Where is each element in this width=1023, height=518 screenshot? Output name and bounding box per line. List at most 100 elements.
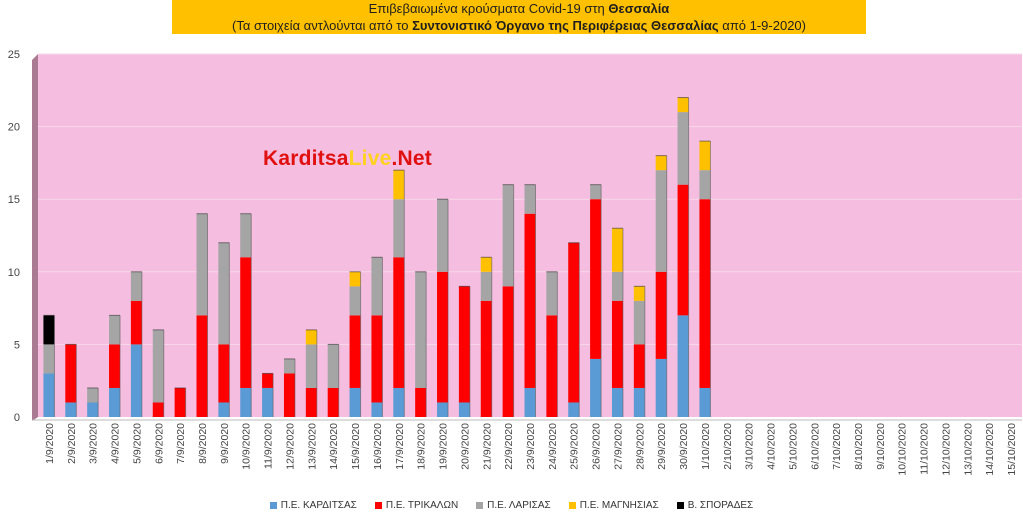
bar-segment <box>502 286 514 417</box>
bar-segment <box>65 402 77 417</box>
legend-label: Π.Ε. ΛΑΡΙΣΑΣ <box>487 499 551 511</box>
title-line-1-bold: Θεσσαλία <box>608 1 670 16</box>
bar-segment <box>699 387 711 417</box>
bar-segment <box>546 315 558 417</box>
y-tick-label: 25 <box>8 49 20 61</box>
bar-segment <box>524 213 536 388</box>
bar-segment <box>480 300 492 417</box>
watermark-part-2: Live <box>348 147 392 170</box>
bar-segment <box>240 387 252 417</box>
bar-segment <box>43 344 55 374</box>
bar-segment <box>415 387 427 417</box>
bar-segment <box>437 402 449 417</box>
x-tick-label: 7/9/2020 <box>175 423 187 464</box>
bar-segment <box>546 271 558 316</box>
x-tick-label: 6/10/2020 <box>809 423 821 470</box>
bar-segment <box>655 358 667 417</box>
bar-segment <box>218 242 230 345</box>
x-tick-label: 13/9/2020 <box>306 423 318 470</box>
x-tick-label: 4/9/2020 <box>110 423 122 464</box>
y-tick-label: 15 <box>8 194 20 206</box>
bar-segment <box>655 170 667 272</box>
bar-segment <box>677 97 689 113</box>
x-tick-label: 15/9/2020 <box>350 423 362 470</box>
bar-segment <box>458 402 470 417</box>
x-tick-label: 2/10/2020 <box>722 423 734 470</box>
title-line-1: Επιβεβαιωμένα κρούσματα Covid-19 στη Θεσ… <box>172 0 866 17</box>
bar-segment <box>87 387 99 403</box>
bar-segment <box>677 112 689 185</box>
bar-segment <box>152 402 164 417</box>
bar-segment <box>349 286 361 316</box>
title-line-2-suffix: από 1-9-2020) <box>718 18 806 33</box>
bar-segment <box>152 329 164 403</box>
x-tick-label: 1/10/2020 <box>700 423 712 470</box>
bar-segment <box>699 199 711 388</box>
x-tick-label: 8/10/2020 <box>853 423 865 470</box>
bars <box>43 97 711 417</box>
bar-segment <box>371 257 383 316</box>
bar-segment <box>437 271 449 403</box>
bar-segment <box>633 300 645 345</box>
y-tick-label: 10 <box>8 267 20 279</box>
y-tick-label: 0 <box>14 412 20 424</box>
x-tick-label: 22/9/2020 <box>503 423 515 470</box>
bar-segment <box>262 373 274 388</box>
legend-label: Π.Ε. ΜΑΓΝΗΣΙΑΣ <box>579 499 659 511</box>
x-tick-label: 11/9/2020 <box>263 423 275 469</box>
legend-item: Π.Ε. ΜΑΓΝΗΣΙΑΣ <box>568 497 659 513</box>
x-tick-label: 9/10/2020 <box>875 423 887 470</box>
legend: Π.Ε. ΚΑΡΔΙΤΣΑΣ Π.Ε. ΤΡΙΚΑΛΩΝ Π.Ε. ΛΑΡΙΣΑΣ Π… <box>0 497 1023 513</box>
x-tick-label: 18/9/2020 <box>416 423 428 470</box>
y-tick-label: 20 <box>8 122 20 134</box>
y-axis: 0 5 10 15 20 25 <box>8 49 20 424</box>
bar-segment <box>393 387 405 417</box>
x-tick-label: 20/9/2020 <box>459 423 471 470</box>
watermark-logo: KarditsaLive.Net <box>263 147 432 171</box>
x-tick-label: 28/9/2020 <box>634 423 646 470</box>
legend-item: Π.Ε. ΤΡΙΚΑΛΩΝ <box>374 497 458 513</box>
bar-segment <box>65 344 77 403</box>
x-tick-label: 3/10/2020 <box>744 423 756 470</box>
legend-swatch <box>269 501 277 509</box>
bar-segment <box>633 344 645 388</box>
bar-segment <box>130 300 142 345</box>
bar-segment <box>283 373 295 417</box>
bar-segment <box>283 358 295 374</box>
bar-segment <box>458 286 470 403</box>
bar-segment <box>130 271 142 301</box>
legend-item: Π.Ε. ΚΑΡΔΙΤΣΑΣ <box>269 497 357 513</box>
watermark-part-1: Karditsa <box>263 147 349 170</box>
watermark-part-3: .Net <box>391 147 432 170</box>
x-tick-label: 5/10/2020 <box>787 423 799 470</box>
bar-segment <box>371 315 383 403</box>
x-tick-label: 17/9/2020 <box>394 423 406 470</box>
x-tick-label: 10/10/2020 <box>897 423 909 476</box>
bar-segment <box>590 358 602 417</box>
bar-segment <box>393 170 405 200</box>
legend-label: Π.Ε. ΚΑΡΔΙΤΣΑΣ <box>280 499 357 511</box>
bar-segment <box>590 184 602 200</box>
bar-segment <box>611 228 623 272</box>
bar-segment <box>699 141 711 171</box>
bar-segment <box>305 329 317 345</box>
title-line-2-text: (Τα στοιχεία αντλούνται από το <box>232 18 413 33</box>
bar-segment <box>480 257 492 272</box>
x-tick-label: 5/9/2020 <box>131 423 143 464</box>
x-tick-label: 14/9/2020 <box>328 423 340 470</box>
legend-swatch <box>568 501 576 509</box>
bar-segment <box>109 315 121 345</box>
legend-item: Π.Ε. ΛΑΡΙΣΑΣ <box>476 497 551 513</box>
bar-segment <box>677 184 689 316</box>
bar-segment <box>393 199 405 258</box>
x-tick-label: 1/9/2020 <box>44 423 56 464</box>
x-tick-label: 11/10/2020 <box>919 423 931 475</box>
bar-segment <box>174 387 186 417</box>
chart-title: Επιβεβαιωμένα κρούσματα Covid-19 στη Θεσ… <box>172 0 866 34</box>
bar-segment <box>109 344 121 388</box>
bar-segment <box>611 300 623 388</box>
bar-segment <box>305 387 317 417</box>
bar-segment <box>524 387 536 417</box>
bar-segment <box>633 387 645 417</box>
